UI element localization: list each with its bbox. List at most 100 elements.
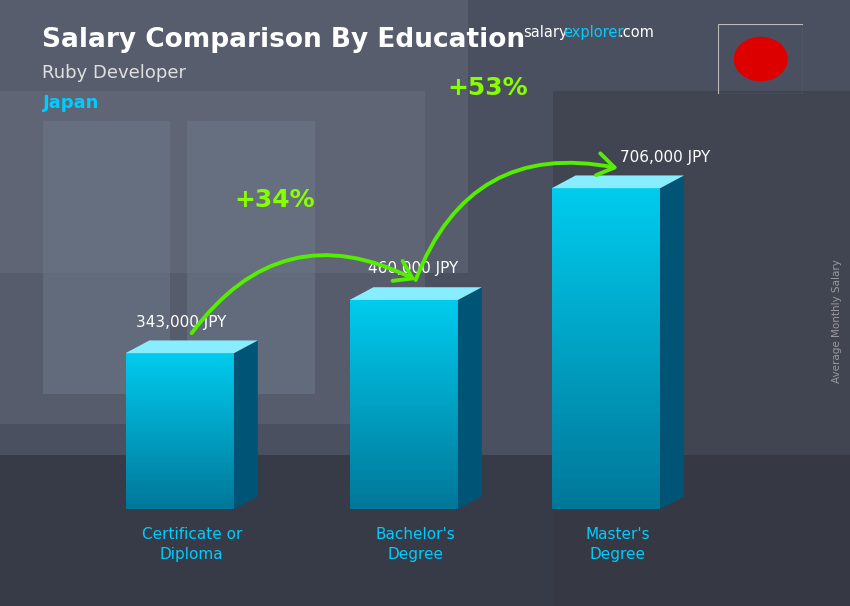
Bar bbox=[126, 358, 234, 361]
Bar bbox=[552, 279, 660, 284]
Bar bbox=[552, 300, 660, 306]
Bar bbox=[552, 316, 660, 322]
Bar bbox=[349, 418, 458, 422]
Bar bbox=[552, 434, 660, 439]
Bar bbox=[126, 410, 234, 413]
Bar bbox=[349, 484, 458, 488]
Bar bbox=[126, 387, 234, 390]
Bar bbox=[126, 444, 234, 447]
Bar bbox=[126, 376, 234, 379]
Bar bbox=[349, 376, 458, 380]
Bar bbox=[126, 389, 234, 392]
Bar bbox=[552, 471, 660, 477]
Text: Japan: Japan bbox=[42, 94, 99, 112]
Text: 460,000 JPY: 460,000 JPY bbox=[367, 261, 458, 276]
Bar bbox=[126, 418, 234, 421]
Polygon shape bbox=[660, 176, 684, 509]
Bar bbox=[126, 368, 234, 371]
Bar bbox=[349, 488, 458, 491]
Bar bbox=[552, 391, 660, 397]
Bar bbox=[552, 241, 660, 247]
Bar bbox=[349, 498, 458, 502]
Bar bbox=[126, 467, 234, 470]
Bar bbox=[349, 401, 458, 405]
Bar bbox=[349, 321, 458, 324]
Bar bbox=[349, 352, 458, 356]
Bar bbox=[126, 465, 234, 467]
Bar bbox=[552, 343, 660, 348]
Text: explorer: explorer bbox=[564, 25, 624, 41]
Polygon shape bbox=[552, 176, 684, 188]
Bar bbox=[126, 399, 234, 402]
Bar bbox=[552, 493, 660, 498]
Bar bbox=[552, 359, 660, 365]
Bar bbox=[349, 373, 458, 376]
Bar bbox=[552, 455, 660, 461]
Bar bbox=[187, 121, 314, 394]
Bar bbox=[349, 456, 458, 461]
Bar bbox=[126, 498, 234, 501]
Bar bbox=[126, 493, 234, 496]
Bar bbox=[552, 396, 660, 402]
Bar bbox=[126, 397, 234, 400]
Polygon shape bbox=[458, 287, 482, 509]
Bar bbox=[552, 262, 660, 268]
Bar bbox=[126, 421, 234, 424]
Bar bbox=[349, 338, 458, 342]
Text: Bachelor's
Degree: Bachelor's Degree bbox=[376, 527, 456, 562]
Bar bbox=[126, 428, 234, 431]
Bar bbox=[349, 460, 458, 464]
Bar bbox=[126, 373, 234, 376]
Bar bbox=[349, 408, 458, 411]
Bar bbox=[349, 481, 458, 485]
Bar bbox=[552, 461, 660, 466]
Bar bbox=[552, 230, 660, 236]
Bar bbox=[126, 405, 234, 408]
Bar bbox=[126, 407, 234, 410]
Bar bbox=[349, 390, 458, 394]
Bar bbox=[349, 404, 458, 408]
Bar bbox=[126, 457, 234, 460]
Bar bbox=[349, 415, 458, 418]
Text: .com: .com bbox=[619, 25, 654, 41]
Bar bbox=[349, 453, 458, 457]
Bar bbox=[552, 407, 660, 413]
Bar bbox=[349, 397, 458, 401]
Bar bbox=[126, 395, 234, 398]
Bar bbox=[126, 384, 234, 387]
Bar bbox=[126, 488, 234, 491]
Bar bbox=[349, 478, 458, 481]
Bar bbox=[349, 422, 458, 425]
Bar bbox=[349, 327, 458, 331]
Polygon shape bbox=[349, 287, 482, 300]
Bar bbox=[126, 415, 234, 418]
Bar bbox=[349, 331, 458, 335]
Text: Master's
Degree: Master's Degree bbox=[586, 527, 650, 562]
Bar bbox=[349, 355, 458, 359]
Bar bbox=[552, 498, 660, 504]
Bar bbox=[552, 225, 660, 231]
Bar bbox=[126, 446, 234, 449]
Bar bbox=[552, 305, 660, 311]
Bar bbox=[349, 303, 458, 307]
Bar bbox=[126, 478, 234, 481]
Bar bbox=[349, 307, 458, 310]
Bar bbox=[349, 335, 458, 338]
Bar bbox=[552, 482, 660, 488]
Bar bbox=[349, 425, 458, 429]
Text: 706,000 JPY: 706,000 JPY bbox=[620, 150, 711, 164]
Bar bbox=[349, 494, 458, 499]
Bar bbox=[126, 451, 234, 454]
Bar bbox=[349, 362, 458, 366]
Bar bbox=[552, 193, 660, 199]
Bar bbox=[126, 433, 234, 436]
Bar bbox=[126, 501, 234, 504]
Text: Certificate or
Diploma: Certificate or Diploma bbox=[141, 527, 242, 562]
Bar bbox=[349, 439, 458, 443]
Bar bbox=[126, 454, 234, 457]
Bar bbox=[349, 428, 458, 433]
Bar bbox=[552, 258, 660, 263]
Bar bbox=[552, 220, 660, 225]
Bar bbox=[349, 313, 458, 318]
Bar bbox=[349, 348, 458, 352]
